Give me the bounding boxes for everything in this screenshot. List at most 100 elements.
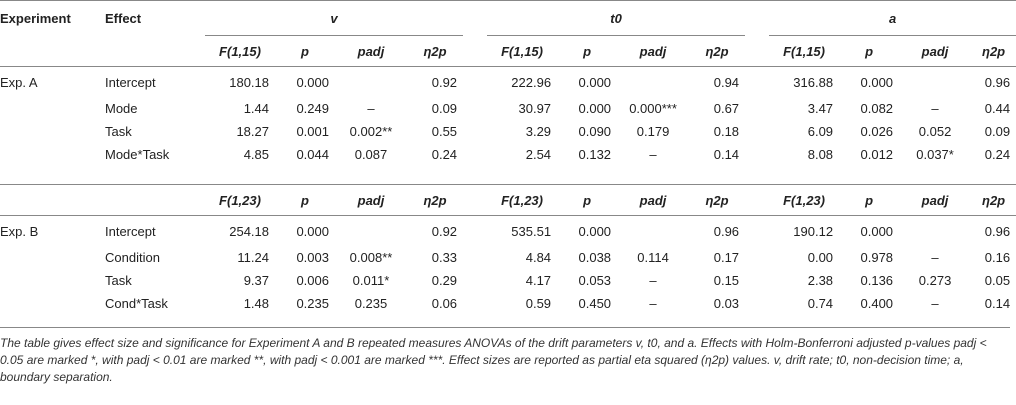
spacer (463, 216, 487, 247)
experiment-label (0, 246, 105, 269)
f-value: 1.48 (243, 296, 269, 311)
header-group-v: v (205, 0, 464, 36)
spacer (463, 246, 487, 269)
spacer (463, 97, 487, 120)
spacer (745, 143, 769, 166)
p-value: 0.001 (296, 124, 329, 139)
col-padj: padj (899, 184, 972, 216)
padj-value (335, 67, 407, 98)
padj-value: – (367, 101, 375, 116)
f-value: 3.47 (807, 101, 834, 116)
col-padj: padj (335, 35, 407, 67)
experiment-label (0, 120, 105, 143)
table-row: Exp. A Intercept 180.18 0.000 0.92 222.96 0.00… (0, 67, 1016, 98)
experiment-label (0, 143, 105, 166)
col-F: F(1,15) (769, 35, 840, 67)
padj-value: – (931, 296, 939, 311)
f-value: 30.97 (518, 101, 552, 116)
effect-cell: Mode*Task (105, 147, 170, 162)
f-value: 9.37 (243, 273, 269, 288)
effect-cell: Task (105, 124, 132, 139)
eta-value: 0.09 (984, 124, 1011, 139)
p-value: 0.044 (296, 147, 329, 162)
f-value: 190.12 (793, 223, 834, 239)
f-value: 2.54 (525, 147, 552, 162)
padj-value: 0.037* (916, 147, 954, 162)
eta-value: 0.17 (713, 250, 740, 265)
col-F: F(1,15) (487, 35, 558, 67)
table-row: Condition 11.24 0.003 0.008** 0.33 4.84 0.038 0… (0, 246, 1016, 269)
p-value: 0.006 (296, 273, 329, 288)
eta-value: 0.18 (713, 124, 740, 139)
f-value: 535.51 (511, 223, 552, 239)
col-padj: padj (899, 35, 972, 67)
expA-subheader: F(1,15) p padj η2p F(1,15) p padj η2p F(… (0, 35, 1016, 67)
p-value: 0.012 (860, 147, 894, 162)
spacer (745, 216, 769, 247)
p-value: 0.000 (860, 223, 894, 239)
table-row: Task 18.27 0.001 0.002** 0.55 3.29 0.090 0.179 0… (0, 120, 1016, 143)
col-p: p (557, 35, 618, 67)
col-p: p (275, 184, 335, 216)
eta-value: 0.44 (984, 101, 1011, 116)
header-effect: Effect (105, 0, 205, 36)
experiment-label (0, 269, 105, 292)
eta-value: 0.16 (984, 250, 1011, 265)
eta-value: 0.33 (431, 250, 458, 265)
padj-value: 0.000*** (629, 101, 677, 116)
padj-value: 0.011* (352, 273, 390, 288)
eta-value: 0.96 (713, 223, 740, 239)
eta-value: 0.92 (431, 223, 458, 239)
p-value: 0.000 (578, 223, 612, 239)
eta-value: 0.94 (713, 74, 740, 90)
padj-value: – (649, 147, 657, 162)
experiment-label (0, 97, 105, 120)
col-F: F(1,23) (769, 184, 840, 216)
eta-value: 0.24 (431, 147, 458, 162)
padj-value: 0.087 (354, 147, 388, 162)
spacer (463, 269, 487, 292)
f-value: 2.38 (807, 273, 834, 288)
spacer (463, 67, 487, 98)
f-value: 316.88 (793, 74, 834, 90)
f-value: 3.29 (525, 124, 552, 139)
p-value: 0.978 (860, 250, 894, 265)
col-eta: η2p (689, 35, 746, 67)
p-value: 0.090 (578, 124, 612, 139)
effect-cell: Cond*Task (105, 296, 168, 311)
f-value: 4.17 (525, 273, 552, 288)
padj-value (899, 67, 971, 98)
effect-cell: Task (105, 273, 132, 288)
p-value: 0.132 (578, 147, 612, 162)
p-value: 0.000 (578, 74, 612, 90)
col-eta: η2p (407, 184, 464, 216)
col-F: F(1,23) (487, 184, 558, 216)
spacer (745, 292, 769, 315)
f-value: 254.18 (229, 223, 269, 239)
eta-value: 0.15 (713, 273, 740, 288)
spacer (463, 143, 487, 166)
col-padj: padj (335, 184, 407, 216)
spacer (745, 97, 769, 120)
header-group-a: a (769, 0, 1016, 36)
p-value: 0.000 (860, 74, 894, 90)
anova-table: Experiment Effect v t0 a F(1,15) p padj … (0, 0, 1016, 315)
f-value: 11.24 (237, 250, 269, 265)
f-value: 8.08 (807, 147, 834, 162)
padj-value (617, 216, 689, 247)
col-p: p (275, 35, 335, 67)
eta-value: 0.06 (431, 296, 458, 311)
padj-value: 0.008** (349, 250, 393, 265)
p-value: 0.249 (296, 101, 329, 116)
eta-value: 0.24 (984, 147, 1011, 162)
f-value: 222.96 (511, 74, 552, 90)
f-value: 6.09 (807, 124, 834, 139)
table-row: Exp. B Intercept 254.18 0.000 0.92 535.51 0.00… (0, 216, 1016, 247)
header-group-t0: t0 (487, 0, 746, 36)
padj-value (899, 216, 971, 247)
spacer (745, 120, 769, 143)
experiment-label: Exp. A (0, 74, 38, 90)
f-value: 1.44 (243, 101, 269, 116)
col-eta: η2p (689, 184, 746, 216)
